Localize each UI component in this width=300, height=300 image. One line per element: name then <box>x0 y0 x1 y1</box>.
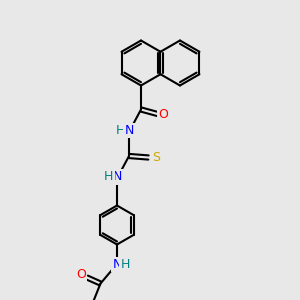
Text: N: N <box>112 258 122 271</box>
Text: O: O <box>76 268 86 281</box>
Text: N: N <box>112 170 122 184</box>
Text: H: H <box>104 170 113 184</box>
Text: N: N <box>124 124 134 137</box>
Text: S: S <box>152 151 160 164</box>
Text: H: H <box>120 258 130 271</box>
Text: H: H <box>116 124 125 137</box>
Text: O: O <box>159 107 168 121</box>
